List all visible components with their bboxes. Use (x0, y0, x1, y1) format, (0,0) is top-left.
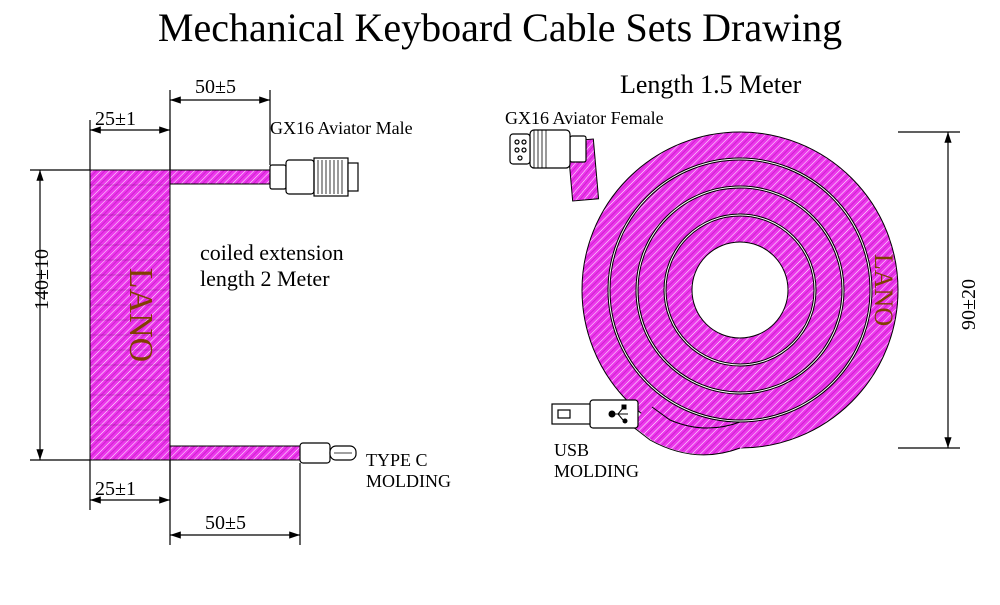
type-c-label: TYPE C MOLDING (366, 450, 451, 492)
usb-label: USB MOLDING (554, 440, 639, 482)
gx16-female-connector (510, 130, 586, 168)
dim-top-outer-label: 50±5 (195, 76, 236, 99)
bottom-lead (170, 446, 300, 460)
brand-left: LANO (122, 268, 159, 362)
left-note: coiled extension length 2 Meter (200, 240, 344, 292)
dim-top-inner-label: 25±1 (95, 108, 136, 131)
dim-left-height-label: 140±10 (0, 219, 69, 310)
gx16-female-label: GX16 Aviator Female (505, 108, 664, 129)
right-heading: Length 1.5 Meter (620, 70, 801, 100)
dim-bottom-outer-label: 50±5 (205, 512, 246, 535)
gx16-male-label: GX16 Aviator Male (270, 118, 413, 139)
brand-right: LANO (869, 254, 898, 326)
dim-right-height (898, 132, 960, 448)
type-c-connector (300, 443, 356, 463)
gx16-male-connector (270, 158, 358, 196)
dim-left-height (30, 170, 90, 460)
dim-bottom-inner-label: 25±1 (95, 478, 136, 501)
top-lead (170, 170, 270, 184)
dim-right-height-label: 90±20 (958, 279, 981, 330)
drawing-canvas: LANO (0, 0, 1000, 605)
usb-a-connector (552, 400, 638, 428)
dim-top-outer (170, 90, 270, 170)
